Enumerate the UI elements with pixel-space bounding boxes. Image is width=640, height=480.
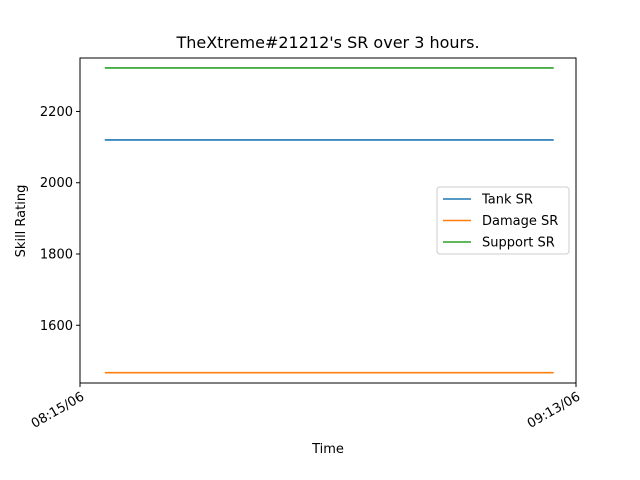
chart-title: TheXtreme#21212's SR over 3 hours. [175, 33, 479, 52]
y-tick-label: 1600 [40, 319, 73, 334]
x-tick-label: 08:15/06 [29, 389, 87, 431]
x-axis-label: Time [311, 442, 344, 457]
y-tick-label: 2000 [40, 176, 73, 191]
legend-label: Support SR [482, 236, 555, 251]
y-axis-label: Skill Rating [14, 185, 29, 258]
legend-label: Tank SR [481, 193, 533, 208]
legend-frame [436, 186, 570, 255]
legend: Tank SR Damage SR Support SR [436, 186, 570, 255]
y-tick-label: 2200 [40, 105, 73, 120]
series-layer [104, 67, 554, 374]
plot-frame [79, 57, 577, 384]
y-axis: 1600 1800 2000 2200 [40, 105, 80, 334]
x-axis: 08:15/06 09:13/06 [29, 383, 583, 432]
x-tick-label: 09:13/06 [525, 389, 583, 431]
y-tick-label: 1800 [40, 247, 73, 262]
legend-label: Damage SR [482, 214, 558, 229]
